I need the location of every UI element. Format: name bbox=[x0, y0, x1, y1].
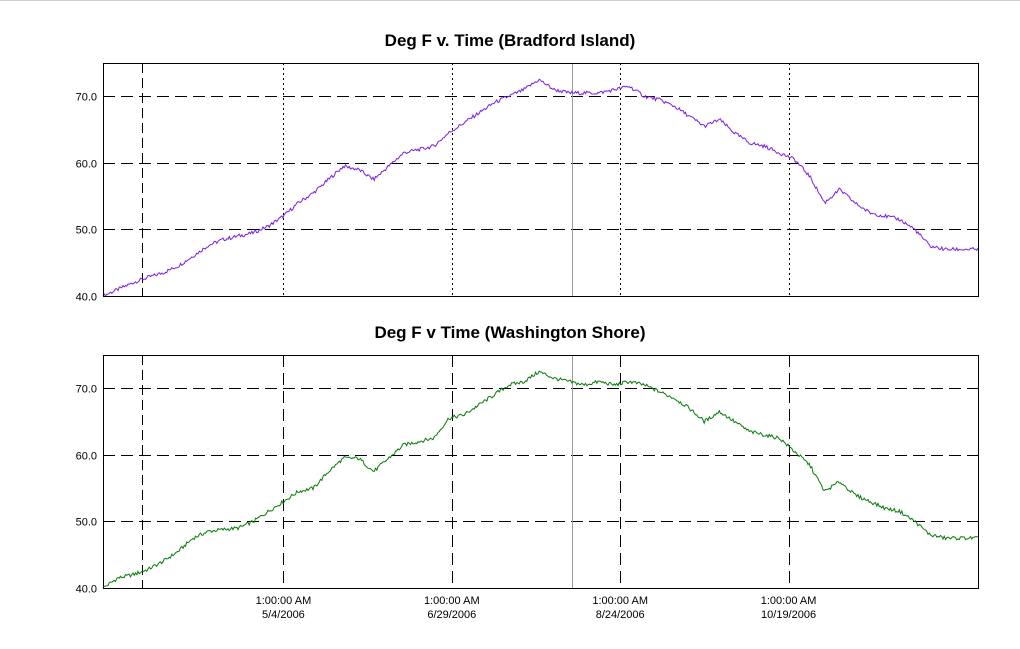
y-tick-label: 40.0 bbox=[76, 584, 97, 596]
plot-area bbox=[103, 355, 978, 588]
plot-area bbox=[103, 63, 978, 296]
y-tick-label: 70.0 bbox=[76, 92, 97, 104]
y-tick-label: 60.0 bbox=[76, 159, 97, 171]
x-tick-time-label: 1:00:00 AM bbox=[256, 595, 312, 607]
chart-bradford-island: Deg F v. Time (Bradford Island) 40.0 50.0… bbox=[76, 31, 979, 304]
x-axis: 1:00:00 AM 5/4/2006 1:00:00 AM 6/29/2006 1:0… bbox=[256, 595, 817, 621]
y-tick-label: 50.0 bbox=[76, 517, 97, 529]
x-tick-date-label: 10/19/2006 bbox=[761, 609, 816, 621]
y-tick-label: 60.0 bbox=[76, 451, 97, 463]
chart-title: Deg F v Time (Washington Shore) bbox=[374, 323, 645, 342]
grid bbox=[103, 355, 978, 588]
x-tick-date-label: 6/29/2006 bbox=[427, 609, 476, 621]
x-tick-time-label: 1:00:00 AM bbox=[424, 595, 480, 607]
x-tick-time-label: 1:00:00 AM bbox=[592, 595, 648, 607]
plot-frame bbox=[103, 355, 979, 589]
x-tick-time-label: 1:00:00 AM bbox=[761, 595, 817, 607]
y-tick-label: 40.0 bbox=[76, 292, 97, 304]
chart-title: Deg F v. Time (Bradford Island) bbox=[385, 31, 636, 50]
y-axis: 40.0 50.0 60.0 70.0 bbox=[76, 92, 97, 304]
y-tick-label: 50.0 bbox=[76, 225, 97, 237]
y-tick-label: 70.0 bbox=[76, 384, 97, 396]
grid bbox=[103, 63, 978, 296]
chart-washington-shore: Deg F v Time (Washington Shore) 40.0 50.0… bbox=[76, 323, 979, 621]
temperature-series-line bbox=[102, 370, 979, 589]
x-tick-date-label: 8/24/2006 bbox=[596, 609, 645, 621]
x-tick-date-label: 5/4/2006 bbox=[262, 609, 305, 621]
temperature-series-line bbox=[102, 78, 979, 297]
y-axis: 40.0 50.0 60.0 70.0 bbox=[76, 384, 97, 596]
plot-frame bbox=[103, 63, 979, 297]
